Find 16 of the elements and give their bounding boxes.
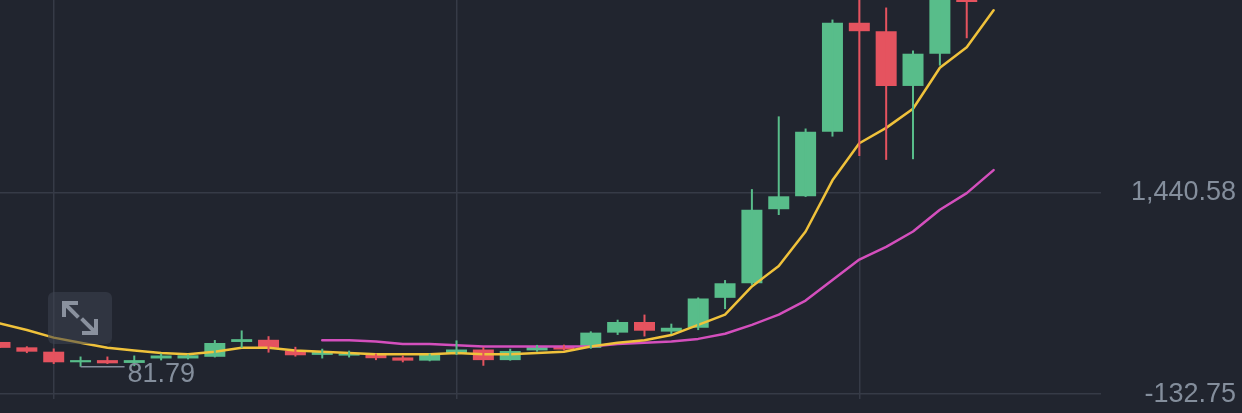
candlestick [231, 329, 253, 349]
candlestick [902, 49, 924, 161]
candlestick [929, 0, 951, 67]
annotation: 81.79 [127, 358, 196, 389]
candlestick [821, 18, 843, 138]
candlestick [795, 127, 817, 198]
candlestick [607, 318, 629, 336]
candlestick [768, 115, 790, 216]
y-tick-label: 1,440.58 [1130, 176, 1236, 207]
y-tick-label: -132.75 [1144, 377, 1236, 408]
candlestick [16, 345, 38, 355]
candlestick [714, 279, 736, 311]
candlestick [956, 0, 978, 40]
candlestick [633, 313, 655, 338]
candlestick [875, 6, 897, 161]
candlestick [419, 352, 441, 363]
